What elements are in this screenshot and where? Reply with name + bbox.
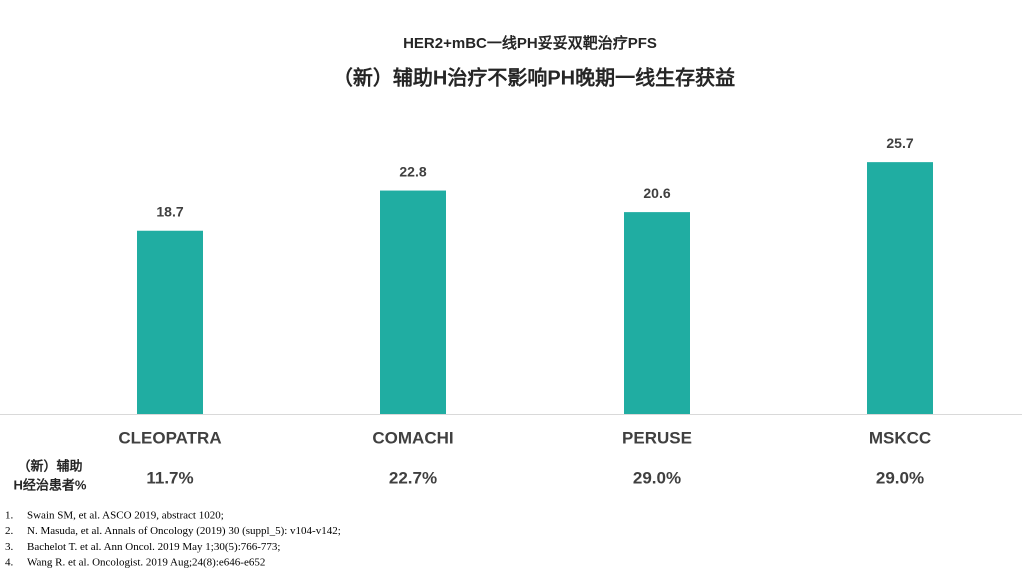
x-tick-label: COMACHI <box>372 428 453 447</box>
data-label: 18.7 <box>156 203 183 219</box>
x-tick-label: MSKCC <box>869 428 931 447</box>
data-label: 20.6 <box>643 185 670 201</box>
data-label: 22.8 <box>399 163 426 179</box>
x-tick-label: PERUSE <box>622 428 692 447</box>
reference-number: 2. <box>5 525 14 537</box>
x-tick-label: CLEOPATRA <box>118 428 221 447</box>
chart-subtitle: （新）辅助H治疗不影响PH晚期一线生存获益 <box>333 65 735 89</box>
reference-text: Bachelot T. et al. Ann Oncol. 2019 May 1… <box>27 541 280 553</box>
bar <box>867 162 933 414</box>
bar <box>380 190 446 414</box>
reference-number: 3. <box>5 541 14 553</box>
reference-number: 4. <box>5 557 14 569</box>
row-value: 29.0% <box>876 468 924 487</box>
data-label: 25.7 <box>886 135 913 151</box>
reference-text: Swain SM, et al. ASCO 2019, abstract 102… <box>27 510 224 522</box>
bar <box>137 230 203 414</box>
chart-title: HER2+mBC一线PH妥妥双靶治疗PFS <box>403 34 657 52</box>
bar <box>624 212 690 414</box>
row-value: 29.0% <box>633 468 681 487</box>
row-value: 22.7% <box>389 468 437 487</box>
row-label: （新）辅助 <box>17 458 82 473</box>
reference-text: Wang R. et al. Oncologist. 2019 Aug;24(8… <box>27 557 265 569</box>
reference-text: N. Masuda, et al. Annals of Oncology (20… <box>27 525 341 537</box>
reference-number: 1. <box>5 510 14 522</box>
row-label: H经治患者% <box>14 477 87 492</box>
row-value: 11.7% <box>146 468 193 487</box>
